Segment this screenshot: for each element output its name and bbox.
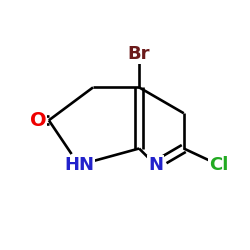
Text: HN: HN [64, 156, 94, 174]
Text: O: O [30, 111, 46, 130]
Text: Cl: Cl [209, 156, 229, 174]
Text: N: N [148, 156, 163, 174]
Text: Br: Br [128, 46, 150, 64]
